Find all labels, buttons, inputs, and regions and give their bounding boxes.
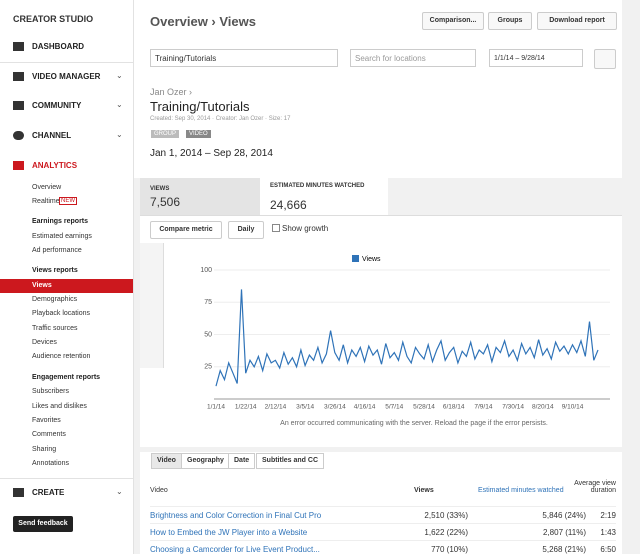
feedback-button[interactable]: Send feedback [13, 516, 73, 532]
nav-link[interactable]: Views [32, 282, 52, 289]
group-title: Training/Tutorials [150, 99, 250, 114]
tab[interactable]: Date [228, 453, 256, 469]
nav-section[interactable]: DASHBOARD [32, 42, 84, 51]
nav-link[interactable]: Audience retention [32, 353, 91, 360]
table-cell: 5,846 (24%) [542, 511, 586, 520]
tab[interactable]: Subtitles and CC [256, 453, 325, 469]
active-bg [0, 279, 133, 293]
col-head[interactable]: Average view duration [574, 480, 616, 494]
nav-link[interactable]: Annotations [32, 460, 69, 467]
brand: CREATOR STUDIO [13, 14, 94, 24]
nav-link[interactable]: Realtime [32, 198, 60, 205]
icon [13, 131, 24, 140]
location-input[interactable]: Search for locations [350, 49, 476, 67]
table-cell: 5,268 (21%) [542, 545, 586, 554]
nav-link[interactable]: Comments [32, 431, 66, 438]
chevron: ⌄ [116, 130, 123, 139]
chart-type-rail[interactable] [140, 243, 164, 368]
nav-section[interactable]: CHANNEL [32, 131, 72, 140]
nav-link[interactable]: Likes and dislikes [32, 403, 87, 410]
video-link[interactable]: Brightness and Color Correction in Final… [150, 511, 322, 520]
metric-label: VIEWS [150, 186, 170, 192]
growth-label: Show growth [282, 224, 329, 233]
main: Overview › Views Comparison... Groups Do… [134, 0, 640, 554]
col-head: Video [150, 487, 168, 494]
page-title: Overview › Views [150, 14, 256, 29]
icon [13, 161, 24, 170]
table-cell: 2,807 (11%) [543, 528, 586, 537]
nav-link[interactable]: Ad performance [32, 247, 82, 254]
video-link[interactable]: Choosing a Camcorder for Live Event Prod… [150, 545, 320, 554]
divider [0, 62, 133, 63]
group-meta: Created: Sep 30, 2014 · Creator: Jan Oze… [150, 116, 291, 122]
nav-link[interactable]: Overview [32, 184, 62, 191]
video-link[interactable]: How to Embed the JW Player into a Websit… [150, 528, 308, 537]
badge: NEW [59, 197, 77, 205]
tag: GROUP [151, 130, 180, 138]
col-head[interactable]: Estimated minutes watched [478, 487, 564, 494]
icon [13, 101, 24, 110]
table-cell: 2:19 [600, 511, 616, 520]
owner[interactable]: Jan Ozer › [150, 87, 193, 97]
nav-link[interactable]: Subscribers [32, 388, 69, 395]
compare-dropdown[interactable]: Compare metric [150, 221, 222, 239]
tab[interactable]: Geography [181, 453, 230, 469]
button[interactable]: Groups [488, 12, 532, 30]
table-cell: 2,510 (33%) [424, 511, 468, 520]
table-cell: 1,622 (22%) [424, 528, 468, 537]
divider [0, 478, 133, 479]
tag: VIDEO [186, 130, 211, 138]
nav-section[interactable]: CREATE [32, 488, 65, 497]
metric-value: 24,666 [270, 198, 307, 212]
nav-section[interactable]: VIDEO MANAGER [32, 72, 101, 81]
chevron: ⌄ [116, 71, 123, 80]
icon [13, 488, 24, 497]
nav-link[interactable]: Demographics [32, 296, 78, 303]
period: Jan 1, 2014 – Sep 28, 2014 [150, 148, 273, 159]
table-row: Brightness and Color Correction in Final… [150, 506, 616, 524]
button[interactable]: Download report [537, 12, 617, 30]
metric-tile[interactable]: VIEWS 7,506 [140, 178, 260, 215]
chevron: ⌄ [116, 487, 123, 496]
table-panel [140, 452, 622, 554]
interval-dropdown[interactable]: Daily [228, 221, 264, 239]
chevron: ⌄ [116, 100, 123, 109]
nav-link[interactable]: Favorites [32, 417, 61, 424]
nav-link[interactable]: Devices [32, 339, 57, 346]
metric-value: 7,506 [150, 195, 181, 209]
tab[interactable]: Video [151, 453, 182, 469]
search-input[interactable]: Training/Tutorials [150, 49, 338, 67]
nav-link[interactable]: Traffic sources [32, 325, 78, 332]
nav-link[interactable]: Sharing [32, 446, 57, 453]
checkbox[interactable] [272, 224, 280, 232]
nav-heading: Engagement reports [32, 374, 101, 381]
icon [13, 42, 24, 51]
nav-heading: Views reports [32, 267, 78, 274]
nav-link[interactable]: Playback locations [32, 310, 90, 317]
calendar-button[interactable] [594, 49, 616, 69]
nav-link[interactable]: Estimated earnings [32, 233, 92, 240]
metric-tile[interactable]: ESTIMATED MINUTES WATCHED 24,666 [260, 178, 388, 215]
table-cell: 770 (10%) [431, 545, 468, 554]
table-cell: 6:50 [600, 545, 616, 554]
nav-heading: Earnings reports [32, 218, 89, 225]
chart-panel [140, 215, 622, 447]
table-row: How to Embed the JW Player into a Websit… [150, 523, 616, 541]
metric-label: ESTIMATED MINUTES WATCHED [270, 183, 365, 189]
col-head[interactable]: Views [414, 487, 434, 494]
button[interactable]: Comparison... [422, 12, 484, 30]
nav-section[interactable]: ANALYTICS [32, 161, 78, 170]
date-picker[interactable]: 1/1/14 – 9/28/14 [489, 49, 583, 67]
table-cell: 1:43 [600, 528, 616, 537]
sidebar: CREATOR STUDIO DASHBOARD VIDEO MANAGER ⌄… [0, 0, 134, 554]
table-row: Choosing a Camcorder for Live Event Prod… [150, 540, 616, 558]
icon [13, 72, 24, 81]
nav-section[interactable]: COMMUNITY [32, 101, 82, 110]
